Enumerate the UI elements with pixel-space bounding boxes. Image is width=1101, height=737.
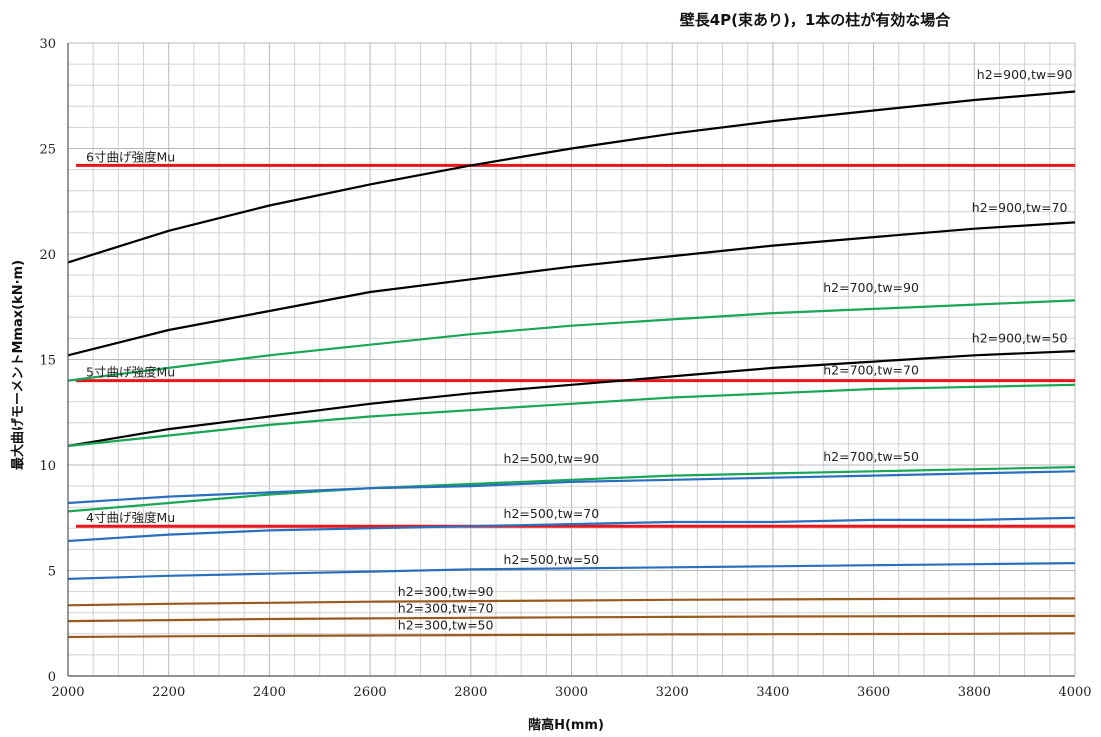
x-tick-label: 3200: [656, 685, 689, 700]
series-line-9: [67, 562, 1076, 580]
labels: 6寸曲げ強度Mu 5寸曲げ強度Mu 4寸曲げ強度Mu h2=900,tw=90 h2=9…: [86, 67, 1073, 633]
series-label: h2=500,tw=50: [504, 552, 600, 567]
series-label: h2=300,tw=90: [398, 584, 494, 599]
reference-line-label: 5寸曲げ強度Mu: [86, 365, 175, 380]
x-tick-label: 2600: [354, 685, 387, 700]
series-line-10: [67, 597, 1076, 607]
series-line-12: [67, 632, 1076, 639]
x-axis-title: 階高H(mm): [528, 717, 604, 733]
series-line-2: [67, 221, 1076, 357]
y-tick-label: 20: [39, 248, 56, 263]
series-line-3: [67, 299, 1076, 382]
reference-lines: [76, 163, 1075, 528]
x-tick-label: 3000: [555, 685, 588, 700]
series-label: h2=500,tw=70: [504, 506, 600, 521]
y-tick-label: 10: [39, 459, 56, 474]
x-tick-label: 2000: [51, 685, 84, 700]
x-tick-label: 2800: [454, 685, 487, 700]
series-label: h2=300,tw=50: [398, 618, 494, 633]
x-tick-label: 2400: [253, 685, 286, 700]
series-label: h2=700,tw=70: [823, 362, 919, 377]
y-tick-label: 15: [39, 354, 56, 369]
series-line-5: [67, 383, 1076, 448]
series-lines: [67, 90, 1076, 639]
x-tick-label: 2200: [152, 685, 185, 700]
reference-line-label: 6寸曲げ強度Mu: [86, 149, 175, 164]
x-tick-label: 3800: [958, 685, 991, 700]
series-label: h2=900,tw=50: [972, 331, 1068, 346]
series-label: h2=300,tw=70: [398, 601, 494, 616]
series-label: h2=900,tw=90: [977, 67, 1073, 82]
y-tick-label: 5: [48, 565, 56, 580]
y-axis-title: 最大曲げモーメントMmax(kN·m): [10, 260, 26, 470]
series-label: h2=700,tw=50: [823, 449, 919, 464]
chart-title: 壁長4P(束あり)，1本の柱が有効な場合: [680, 11, 952, 29]
y-tick-label: 25: [39, 143, 56, 158]
series-label: h2=700,tw=90: [823, 280, 919, 295]
series-line-4: [67, 350, 1076, 448]
series-label: h2=500,tw=90: [504, 451, 600, 466]
series-line-11: [67, 614, 1076, 623]
axes: 2000 2200 2400 2600 2800 3000 3200 3400 3600 3800…: [39, 37, 1091, 700]
x-tick-label: 3400: [756, 685, 789, 700]
series-line-1: [67, 90, 1076, 264]
series-line-8: [67, 516, 1076, 543]
y-tick-label: 0: [48, 670, 56, 685]
series-label: h2=900,tw=70: [972, 200, 1068, 215]
series-line-6: [67, 466, 1076, 513]
x-tick-label: 3600: [857, 685, 890, 700]
series-line-7: [67, 470, 1076, 505]
x-tick-label: 4000: [1058, 685, 1091, 700]
reference-line-label: 4寸曲げ強度Mu: [86, 510, 175, 525]
y-tick-label: 30: [39, 37, 56, 52]
